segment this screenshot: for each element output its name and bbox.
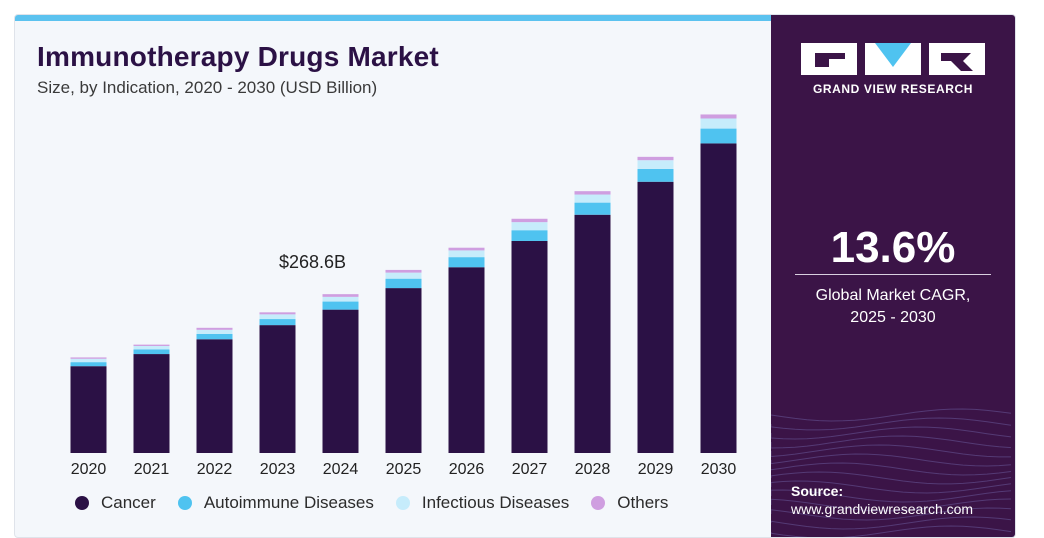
bar-autoimmune-diseases-2027 xyxy=(511,230,548,241)
bar-others-2025 xyxy=(385,269,422,273)
cagr-label-line1: Global Market CAGR, xyxy=(815,287,971,304)
bar-autoimmune-diseases-2029 xyxy=(637,168,674,182)
bar-autoimmune-diseases-2023 xyxy=(259,319,296,326)
wave-line xyxy=(771,453,1012,467)
wave-line xyxy=(771,498,1012,512)
x-tick-label-2030: 2030 xyxy=(701,461,737,478)
wave-line xyxy=(771,462,1012,476)
x-tick-label-2027: 2027 xyxy=(512,461,548,478)
x-tick-label-2029: 2029 xyxy=(638,461,674,478)
x-tick-label-2020: 2020 xyxy=(71,461,107,478)
bar-autoimmune-diseases-2028 xyxy=(574,202,611,215)
infographic-card: Immunotherapy Drugs Market Size, by Indi… xyxy=(14,14,1016,538)
bar-cancer-2021 xyxy=(133,354,170,453)
x-tick-label-2022: 2022 xyxy=(197,461,233,478)
bar-cancer-2028 xyxy=(574,214,611,453)
cagr-label: Global Market CAGR, 2025 - 2030 xyxy=(771,285,1015,329)
bar-infectious-diseases-2026 xyxy=(448,250,485,258)
legend-label-cancer: Cancer xyxy=(101,493,156,512)
bar-autoimmune-diseases-2030 xyxy=(700,128,737,144)
grand-view-research-logo xyxy=(801,43,985,75)
bar-chart: 2020 2021 2022 2023 2024 $268.6B 2025 2026 2027 2… xyxy=(70,114,737,478)
bar-cancer-2020 xyxy=(70,366,107,453)
bar-cancer-2022 xyxy=(196,339,233,453)
top-accent-bar xyxy=(15,15,771,21)
chart-title: Immunotherapy Drugs Market xyxy=(37,41,439,72)
legend-swatch-others xyxy=(591,496,606,510)
bar-infectious-diseases-2020 xyxy=(70,358,107,363)
summary-panel: GRAND VIEW RESEARCH 13.6% Global Market … xyxy=(771,15,1015,537)
bar-others-2028 xyxy=(574,191,611,195)
bar-others-2020 xyxy=(70,357,107,359)
bar-infectious-diseases-2022 xyxy=(196,329,233,334)
legend-item-cancer: Cancer xyxy=(75,493,156,513)
wave-line xyxy=(771,489,1012,503)
bar-infectious-diseases-2027 xyxy=(511,222,548,231)
brand-name: GRAND VIEW RESEARCH xyxy=(812,82,974,96)
cagr-divider xyxy=(795,274,991,275)
bar-others-2021 xyxy=(133,344,170,346)
legend-label-infectious: Infectious Diseases xyxy=(421,493,570,512)
wave-pattern xyxy=(771,408,1012,537)
bar-autoimmune-diseases-2021 xyxy=(133,349,170,355)
bar-infectious-diseases-2021 xyxy=(133,345,170,350)
bar-autoimmune-diseases-2020 xyxy=(70,362,107,367)
wave-line xyxy=(771,435,1012,449)
legend-label-autoimmune: Autoimmune Diseases xyxy=(203,493,374,512)
bar-infectious-diseases-2030 xyxy=(700,118,737,129)
wave-line xyxy=(771,480,1012,494)
data-label-2024: $268.6B xyxy=(279,252,346,272)
bar-infectious-diseases-2025 xyxy=(385,272,422,279)
wave-line xyxy=(771,417,1012,431)
bar-cancer-2023 xyxy=(259,325,296,453)
bar-autoimmune-diseases-2026 xyxy=(448,257,485,268)
x-tick-label-2028: 2028 xyxy=(575,461,611,478)
bar-others-2027 xyxy=(511,218,548,223)
x-tick-label-2023: 2023 xyxy=(260,461,296,478)
x-tick-label-2025: 2025 xyxy=(386,461,422,478)
source-label: Source: xyxy=(791,483,844,499)
cagr-label-line2: 2025 - 2030 xyxy=(850,309,936,326)
bar-autoimmune-diseases-2022 xyxy=(196,333,233,340)
bar-infectious-diseases-2029 xyxy=(637,160,674,169)
bar-others-2023 xyxy=(259,312,296,315)
legend-item-autoimmune: Autoimmune Diseases xyxy=(177,493,374,513)
bar-cancer-2025 xyxy=(385,288,422,453)
legend-swatch-cancer xyxy=(75,496,89,510)
cagr-value: 13.6% xyxy=(830,223,956,272)
bar-cancer-2024 xyxy=(322,309,359,453)
bar-others-2029 xyxy=(637,156,674,161)
chart-subtitle: Size, by Indication, 2020 - 2030 (USD Bi… xyxy=(37,78,378,97)
bar-cancer-2027 xyxy=(511,240,548,453)
bar-cancer-2029 xyxy=(637,181,674,453)
bar-others-2022 xyxy=(196,327,233,330)
wave-line xyxy=(771,444,1011,458)
bar-others-2024 xyxy=(322,294,359,297)
legend-item-others: Others xyxy=(591,493,668,513)
x-tick-label-2021: 2021 xyxy=(134,461,170,478)
bar-others-2030 xyxy=(700,114,737,119)
source-url[interactable]: www.grandviewresearch.com xyxy=(791,501,974,517)
bar-cancer-2030 xyxy=(700,143,737,453)
wave-line xyxy=(771,516,1012,530)
legend-swatch-infectious xyxy=(395,496,410,510)
wave-line xyxy=(771,525,1012,537)
wave-line xyxy=(771,426,1012,440)
wave-line xyxy=(771,471,1012,485)
x-tick-label-2024: 2024 xyxy=(323,461,359,478)
bar-cancer-2026 xyxy=(448,267,485,453)
bar-infectious-diseases-2024 xyxy=(322,296,359,302)
bar-infectious-diseases-2023 xyxy=(259,314,296,320)
wave-line xyxy=(771,408,1012,422)
legend-label-others: Others xyxy=(617,493,669,512)
bar-others-2026 xyxy=(448,247,485,251)
bar-autoimmune-diseases-2024 xyxy=(322,301,359,310)
legend-item-infectious: Infectious Diseases xyxy=(395,493,570,513)
bar-infectious-diseases-2028 xyxy=(574,194,611,203)
wave-line xyxy=(771,507,1012,521)
chart-legend: Cancer Autoimmune Diseases Infectious Di… xyxy=(75,493,690,513)
bar-autoimmune-diseases-2025 xyxy=(385,278,422,289)
legend-swatch-autoimmune xyxy=(177,496,192,510)
x-tick-label-2026: 2026 xyxy=(449,461,485,478)
